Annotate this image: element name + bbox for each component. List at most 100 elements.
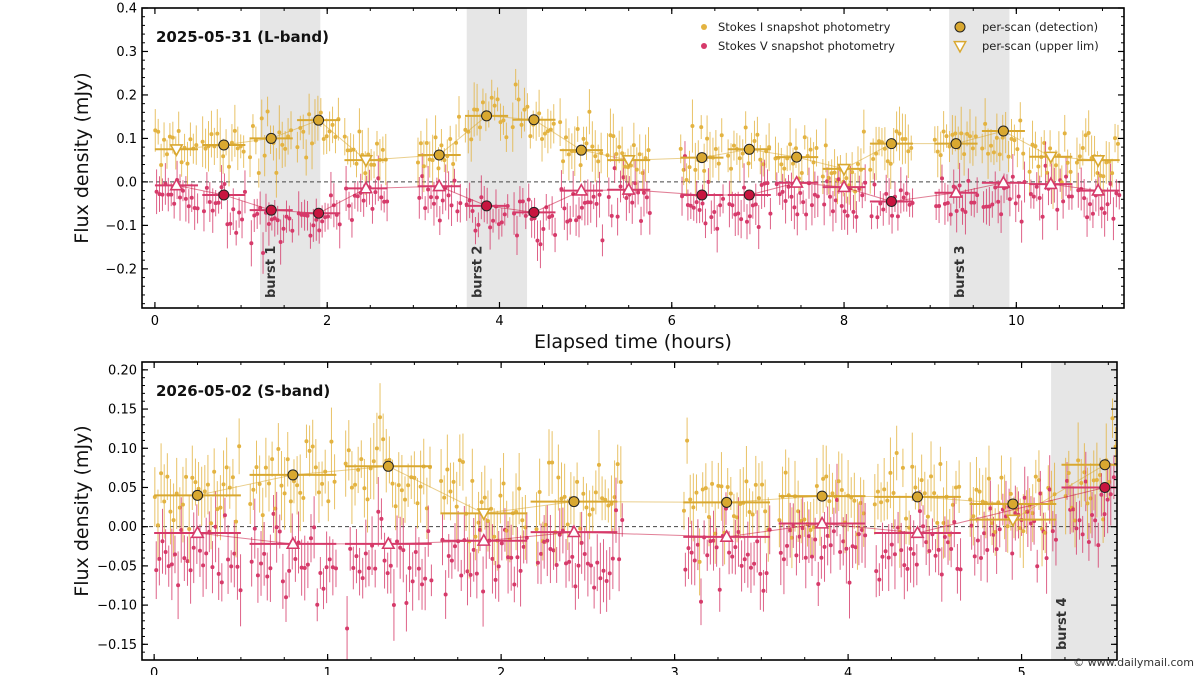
stokes-i-point: [442, 495, 447, 500]
stokes-v-point: [423, 206, 428, 211]
stokes-i-point: [164, 152, 169, 157]
stokes-i-point: [473, 534, 478, 539]
stokes-i-point: [460, 460, 465, 465]
stokes-v-point: [842, 209, 847, 214]
stokes-v-point: [955, 566, 960, 571]
stokes-i-point: [1062, 131, 1067, 136]
stokes-v-point: [240, 217, 245, 222]
stokes-v-point: [526, 197, 531, 202]
stokes-v-point: [609, 213, 614, 218]
stokes-v-point: [321, 586, 326, 591]
stokes-i-point: [919, 478, 924, 483]
stokes-i-point: [369, 162, 374, 167]
stokes-v-point: [312, 525, 317, 530]
stokes-v-point: [756, 225, 761, 230]
stokes-v-point: [768, 211, 773, 216]
stokes-v-point: [455, 209, 460, 214]
legend-v-label: Stokes V snapshot photometry: [718, 39, 895, 53]
stokes-v-point: [213, 201, 218, 206]
stokes-i-point: [575, 479, 580, 484]
y-tick-label: 0.2: [116, 88, 137, 103]
stokes-i-point: [170, 135, 175, 140]
scan-v-upper-limit: [169, 177, 184, 191]
stokes-v-point: [717, 587, 722, 592]
stokes-i-point: [561, 159, 566, 164]
stokes-v-point: [479, 195, 484, 200]
stokes-v-point: [471, 547, 476, 552]
stokes-i-point: [298, 490, 303, 495]
scan-i-detection: [433, 149, 445, 161]
stokes-v-point: [812, 192, 817, 197]
stokes-i-point: [534, 527, 539, 532]
stokes-v-point: [809, 203, 814, 208]
stokes-i-point: [221, 154, 226, 159]
stokes-v-point: [839, 203, 844, 208]
stokes-v-point: [803, 555, 808, 560]
stokes-i-point: [823, 143, 828, 148]
stokes-i-point: [550, 460, 555, 465]
stokes-i-point: [190, 475, 195, 480]
stokes-i-point: [593, 490, 598, 495]
stokes-v-point: [612, 166, 617, 171]
stokes-v-point: [541, 227, 546, 232]
scan-v-upper-limit: [621, 182, 636, 195]
stokes-v-point: [777, 192, 782, 197]
scan-i-detection: [1007, 498, 1019, 510]
stokes-v-point: [431, 201, 436, 206]
stokes-i-point: [1094, 478, 1099, 483]
stokes-v-point: [1013, 511, 1018, 516]
stokes-i-point: [330, 122, 335, 127]
stokes-v-point: [293, 556, 298, 561]
stokes-i-point: [193, 480, 198, 485]
stokes-v-point: [252, 213, 257, 218]
stokes-i-point: [248, 155, 253, 160]
stokes-i-point: [935, 149, 940, 154]
stokes-v-point: [597, 192, 602, 197]
stokes-v-point: [535, 560, 540, 565]
stokes-v-point: [727, 550, 732, 555]
stokes-i-point: [713, 146, 718, 151]
stokes-v-point: [641, 190, 646, 195]
stokes-v-point: [373, 190, 378, 195]
stokes-v-point: [166, 192, 171, 197]
stokes-v-point: [975, 538, 980, 543]
stokes-v-point: [204, 551, 209, 556]
stokes-i-point: [504, 135, 509, 140]
stokes-v-point: [210, 565, 215, 570]
scan-v-upper-limit: [432, 178, 447, 192]
stokes-i-point: [542, 131, 547, 136]
stokes-v-point: [985, 548, 990, 553]
y-tick-label: −0.10: [97, 599, 137, 614]
stokes-i-point: [472, 107, 477, 112]
stokes-i-point: [185, 161, 190, 166]
stokes-i-point: [710, 481, 715, 486]
y-tick-label: 0.4: [116, 2, 137, 17]
stokes-v-point: [1007, 197, 1012, 202]
stokes-v-point: [688, 203, 693, 208]
stokes-v-point: [806, 534, 811, 539]
plot-area: [142, 8, 1124, 308]
legend-detection-label: per-scan (detection): [982, 20, 1098, 34]
stokes-v-point: [290, 228, 295, 233]
stokes-v-point: [186, 204, 191, 209]
stokes-v-point: [845, 213, 850, 218]
stokes-v-point: [234, 230, 239, 235]
stokes-v-point: [554, 562, 559, 567]
stokes-v-point: [595, 560, 600, 565]
stokes-v-point: [954, 208, 959, 213]
stokes-v-point: [420, 174, 425, 179]
stokes-i-point: [372, 162, 377, 167]
stokes-v-point: [1108, 492, 1113, 497]
stokes-i-point: [380, 147, 385, 152]
stokes-i-point: [307, 112, 312, 117]
stokes-v-point: [789, 194, 794, 199]
stokes-v-point: [791, 523, 796, 528]
stokes-v-point: [163, 549, 168, 554]
stokes-i-point: [894, 451, 899, 456]
stokes-v-point: [755, 539, 760, 544]
scan-i-upper-limit: [476, 508, 491, 522]
stokes-i-point: [179, 160, 184, 165]
stokes-v-point: [736, 211, 741, 216]
stokes-i-point: [620, 151, 625, 156]
stokes-v-point: [213, 524, 218, 529]
